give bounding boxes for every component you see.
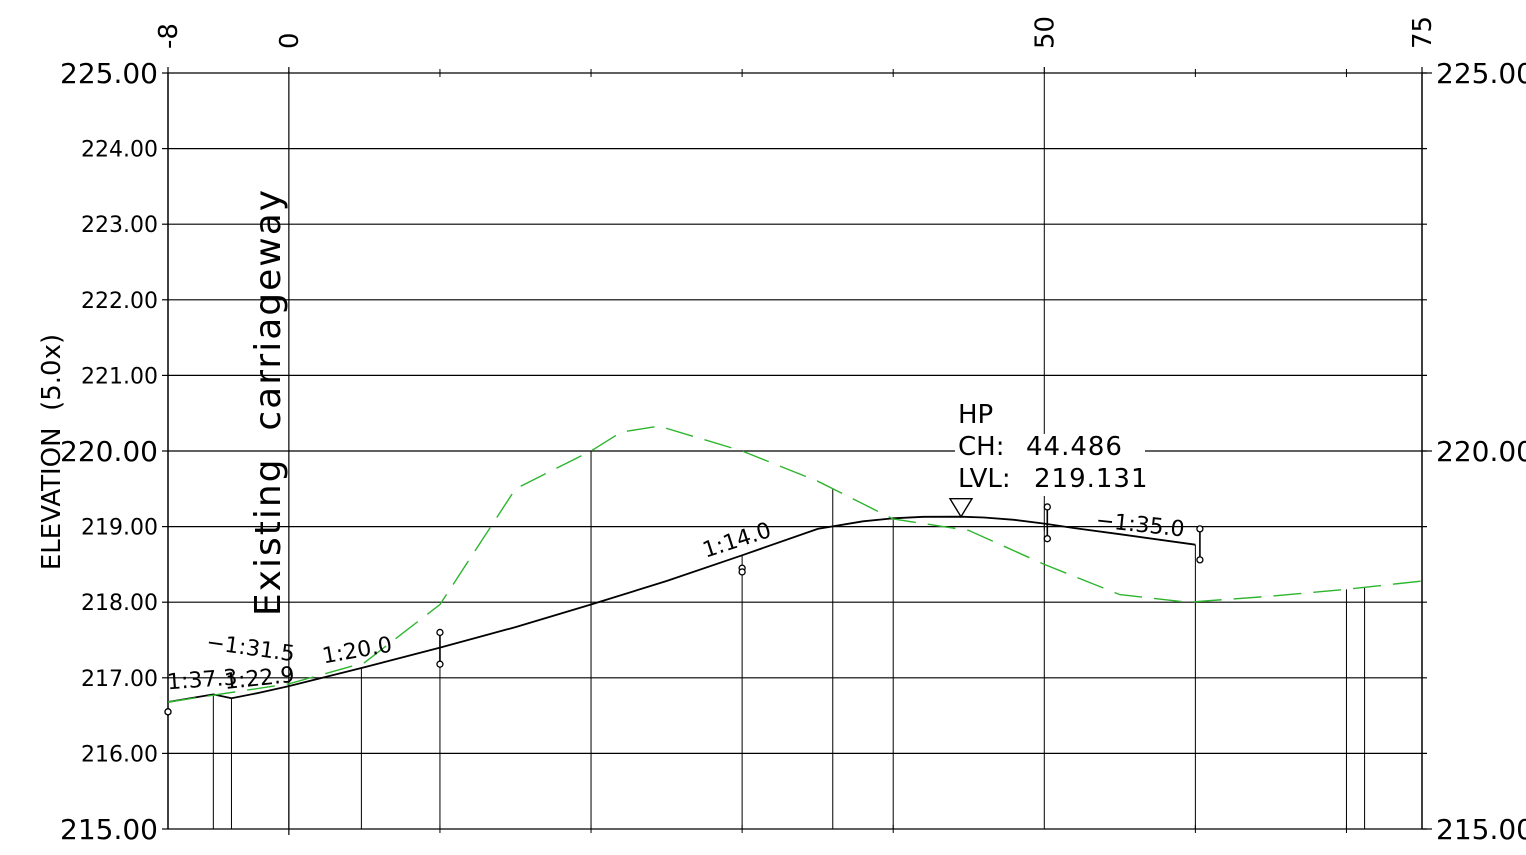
level-marker-bottom bbox=[1196, 556, 1204, 564]
y-right-tick-label: 220.00 bbox=[1436, 435, 1526, 468]
y-tick-label: 224.00 bbox=[81, 138, 158, 163]
y-right-tick-label: 215.00 bbox=[1436, 813, 1526, 846]
hp-lvl-value: 219.131 bbox=[1034, 464, 1149, 494]
y-tick-label: 219.00 bbox=[81, 516, 158, 541]
x-top-tick-label: 50 bbox=[1030, 16, 1060, 49]
level-marker-top bbox=[1043, 503, 1051, 511]
existing-profile-line bbox=[167, 425, 1423, 703]
y-tick-label: 223.00 bbox=[81, 213, 158, 238]
grade-label: 1:37.3 bbox=[166, 665, 238, 695]
hp-annotation: HP CH: 44.486 LVL: 219.131 bbox=[955, 400, 1149, 496]
y-tick-label: 217.00 bbox=[81, 667, 158, 692]
design-profile-line bbox=[167, 515, 1196, 703]
x-top-tick-label: -8 bbox=[154, 23, 184, 49]
axes: 215.00 216.00 217.00 218.00 219.00 220.00 221.… bbox=[60, 16, 1526, 846]
y-tick-label: 222.00 bbox=[81, 289, 158, 314]
y-right-tick-label: 225.00 bbox=[1436, 57, 1526, 90]
grade-label: −1:31.5 bbox=[205, 630, 296, 667]
y-axis-label: ELEVATION (5.0x) bbox=[37, 334, 67, 570]
series-layer bbox=[167, 425, 1423, 703]
y-tick-label: 216.00 bbox=[81, 742, 158, 767]
y-tick-label: 225.00 bbox=[60, 57, 158, 90]
y-tick-label: 218.00 bbox=[81, 591, 158, 616]
hp-ch-label: CH: bbox=[958, 432, 1004, 462]
markers-layer bbox=[164, 497, 1204, 716]
level-marker-top bbox=[436, 628, 444, 637]
existing-carriageway-label: Existing carriageway bbox=[248, 188, 289, 616]
hp-triangle-icon bbox=[948, 497, 974, 519]
x-top-tick-label: 0 bbox=[275, 32, 305, 49]
y-tick-label: 215.00 bbox=[60, 813, 158, 846]
level-marker-bottom bbox=[436, 660, 444, 668]
hp-ch-value: 44.486 bbox=[1026, 432, 1123, 462]
level-marker-top bbox=[1196, 525, 1204, 533]
grade-label: 1:20.0 bbox=[320, 633, 394, 670]
grid-layer bbox=[168, 72, 1427, 830]
hp-label: HP bbox=[958, 400, 993, 430]
grade-label: −1:35.0 bbox=[1095, 508, 1186, 542]
level-marker-bottom bbox=[1043, 535, 1051, 543]
x-top-tick-label: 75 bbox=[1408, 16, 1438, 49]
hp-annotation-bg bbox=[955, 434, 1145, 496]
y-tick-label: 221.00 bbox=[81, 364, 158, 389]
level-marker-bottom bbox=[164, 708, 172, 716]
y-tick-label: 220.00 bbox=[60, 435, 158, 468]
level-marker-bottom bbox=[738, 568, 746, 576]
hp-lvl-label: LVL: bbox=[958, 464, 1011, 494]
